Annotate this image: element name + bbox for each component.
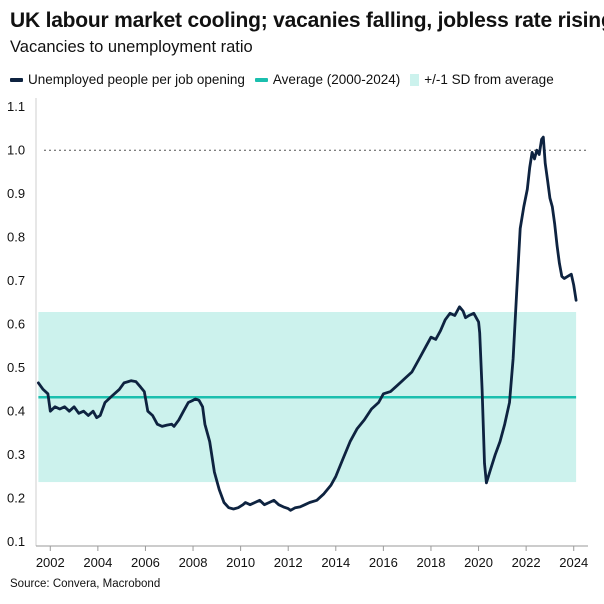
source-note: Source: Convera, Macrobond <box>10 578 161 590</box>
y-tick-label: 0.4 <box>7 404 25 419</box>
series-line-unemployed-per-job <box>37 135 578 512</box>
y-tick-label: 0.1 <box>7 534 25 549</box>
x-tick-label: 2010 <box>226 555 255 570</box>
x-tick-label: 2024 <box>559 555 588 570</box>
x-tick-label: 2006 <box>131 555 160 570</box>
legend-item-sd-band: +/-1 SD from average <box>410 72 554 87</box>
x-tick-label: 2018 <box>417 555 446 570</box>
y-tick-labels: 0.1 0.2 0.3 0.4 0.5 0.6 0.7 0.8 0.9 1.0 1.1 <box>7 99 25 549</box>
legend-label-average: Average (2000-2024) <box>272 72 401 87</box>
legend-item-series: Unemployed people per job opening <box>10 72 245 87</box>
y-tick-label: 0.9 <box>7 186 25 201</box>
x-tick-label: 2014 <box>321 555 350 570</box>
x-tick-label: 2004 <box>83 555 112 570</box>
x-tick-label: 2012 <box>274 555 303 570</box>
y-tick-label: 1.0 <box>7 143 25 158</box>
chart-subtitle: Vacancies to unemployment ratio <box>10 38 253 56</box>
y-tick-label: 0.3 <box>7 447 25 462</box>
x-tick-label: 2020 <box>464 555 493 570</box>
y-tick-label: 0.7 <box>7 273 25 288</box>
legend-swatch-average <box>254 77 268 82</box>
x-tick-label: 2016 <box>369 555 398 570</box>
legend-swatch-sd-band <box>410 73 420 86</box>
y-tick-label: 1.1 <box>7 99 25 114</box>
y-tick-label: 0.8 <box>7 230 25 245</box>
chart-legend: Unemployed people per job opening Averag… <box>10 72 564 87</box>
y-tick-label: 0.6 <box>7 317 25 332</box>
y-tick-label: 0.2 <box>7 491 25 506</box>
x-tick-label: 2022 <box>512 555 541 570</box>
x-tick-label: 2002 <box>36 555 65 570</box>
legend-label-series: Unemployed people per job opening <box>28 72 245 87</box>
legend-label-sd-band: +/-1 SD from average <box>424 72 554 87</box>
chart-title: UK labour market cooling; vacanies falli… <box>10 9 604 32</box>
legend-item-average: Average (2000-2024) <box>254 72 401 87</box>
y-tick-label: 0.5 <box>7 360 25 375</box>
legend-swatch-series <box>10 77 23 82</box>
x-tick-label: 2008 <box>179 555 208 570</box>
x-tick-labels: 2002 2004 2006 2008 2010 2012 2014 2016 2018 2020… <box>36 546 588 570</box>
